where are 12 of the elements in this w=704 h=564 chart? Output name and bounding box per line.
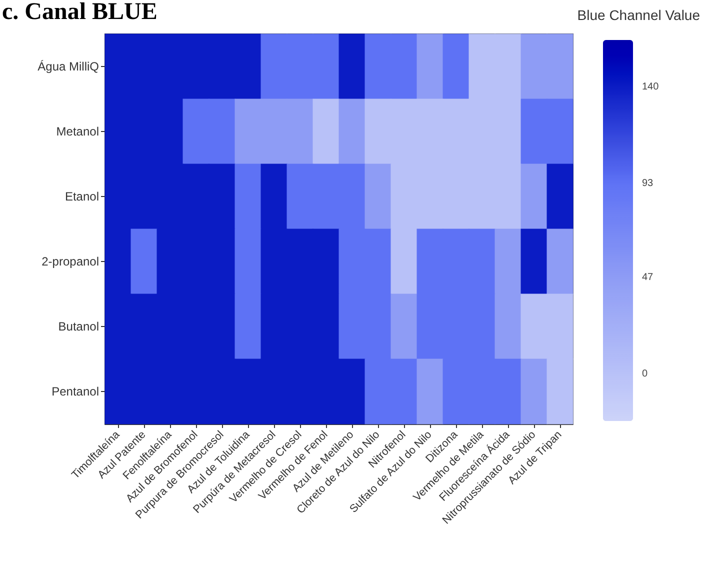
color-bar-label: 93 bbox=[642, 178, 654, 189]
color-bar-label: 47 bbox=[642, 272, 654, 284]
y-tick-label: Etanol bbox=[64, 190, 99, 204]
y-tick-label: Água MilliQ bbox=[38, 60, 99, 74]
color-bar-label: 0 bbox=[642, 368, 648, 380]
y-tick-label: 2-propanol bbox=[42, 254, 99, 268]
color-bar-label: 140 bbox=[642, 82, 660, 93]
color-bar-title: Blue Channel Value bbox=[577, 7, 700, 23]
chart-title: c. Canal BLUE bbox=[2, 0, 158, 25]
y-tick-label: Pentanol bbox=[52, 384, 99, 398]
y-tick-label: Butanol bbox=[58, 320, 99, 334]
y-tick-label: Metanol bbox=[56, 124, 99, 138]
